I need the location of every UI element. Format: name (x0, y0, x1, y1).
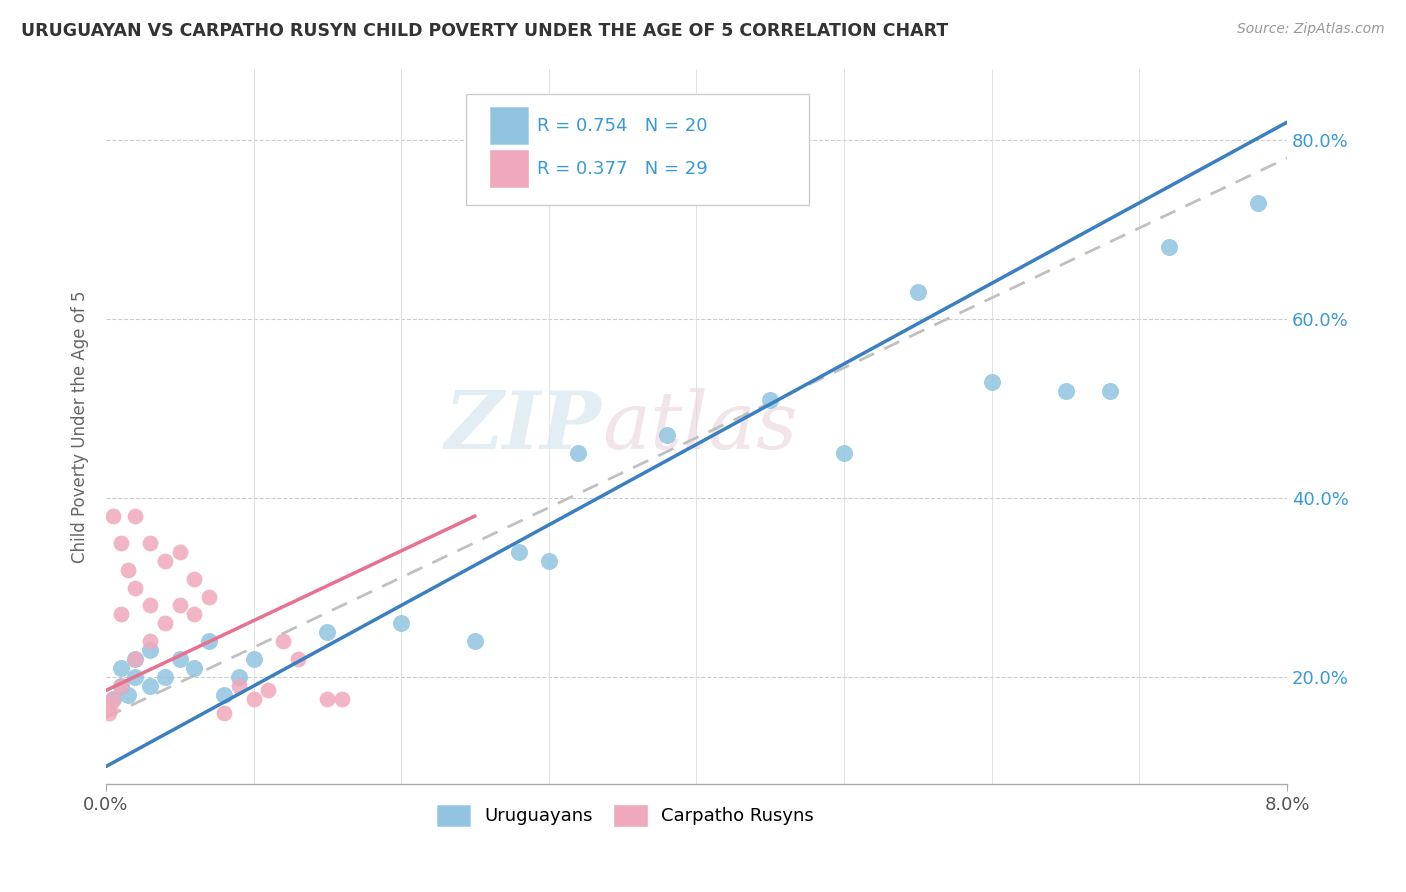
Point (139, 536, 162, 550)
Point (508, 545, 530, 559)
Point (97, 706, 120, 720)
Point (1157, 240, 1180, 254)
Point (537, 554, 560, 568)
Point (1098, 384, 1121, 398)
Point (117, 563, 139, 577)
Point (316, 625, 339, 640)
Point (124, 670, 146, 684)
Point (183, 607, 205, 622)
Point (330, 692, 353, 706)
Point (139, 643, 162, 657)
Point (153, 670, 176, 684)
Point (103, 692, 125, 706)
Point (124, 581, 146, 595)
Point (271, 634, 294, 648)
Point (212, 706, 235, 720)
Point (198, 590, 221, 604)
Point (110, 679, 132, 693)
Point (316, 692, 339, 706)
Point (169, 652, 191, 666)
Point (139, 679, 162, 693)
Point (110, 661, 132, 675)
FancyBboxPatch shape (489, 107, 527, 145)
Point (907, 285, 929, 300)
Point (212, 688, 235, 702)
Point (1246, 195, 1268, 210)
Point (124, 508, 146, 523)
Point (242, 692, 264, 706)
Point (464, 634, 486, 648)
Point (228, 670, 250, 684)
Point (169, 599, 191, 613)
Point (153, 616, 176, 631)
Point (124, 652, 146, 666)
Point (183, 572, 205, 586)
FancyBboxPatch shape (467, 94, 808, 204)
Point (98, 701, 121, 715)
Point (103, 692, 125, 706)
Point (117, 688, 139, 702)
Point (389, 616, 412, 631)
Text: atlas: atlas (602, 388, 797, 466)
Text: URUGUAYAN VS CARPATHO RUSYN CHILD POVERTY UNDER THE AGE OF 5 CORRELATION CHART: URUGUAYAN VS CARPATHO RUSYN CHILD POVERT… (21, 22, 948, 40)
Point (103, 508, 125, 523)
Point (153, 554, 176, 568)
Legend: Uruguayans, Carpatho Rusyns: Uruguayans, Carpatho Rusyns (437, 805, 814, 825)
Point (567, 446, 589, 460)
Point (832, 446, 855, 460)
Point (759, 392, 782, 407)
Point (183, 661, 205, 675)
Text: R = 0.377   N = 29: R = 0.377 N = 29 (537, 160, 707, 178)
Point (169, 545, 191, 559)
Point (198, 634, 221, 648)
Y-axis label: Child Poverty Under the Age of 5: Child Poverty Under the Age of 5 (72, 290, 89, 563)
Text: Source: ZipAtlas.com: Source: ZipAtlas.com (1237, 22, 1385, 37)
Point (124, 652, 146, 666)
Point (980, 375, 1002, 389)
FancyBboxPatch shape (489, 150, 527, 187)
Point (110, 679, 132, 693)
Point (139, 634, 162, 648)
Point (1054, 384, 1077, 398)
Point (110, 536, 132, 550)
Point (110, 607, 132, 622)
Point (287, 652, 309, 666)
Point (228, 679, 250, 693)
Point (257, 683, 280, 698)
Text: R = 0.754   N = 20: R = 0.754 N = 20 (537, 117, 707, 135)
Text: ZIP: ZIP (446, 388, 602, 466)
Point (242, 652, 264, 666)
Point (655, 428, 678, 442)
Point (139, 599, 162, 613)
